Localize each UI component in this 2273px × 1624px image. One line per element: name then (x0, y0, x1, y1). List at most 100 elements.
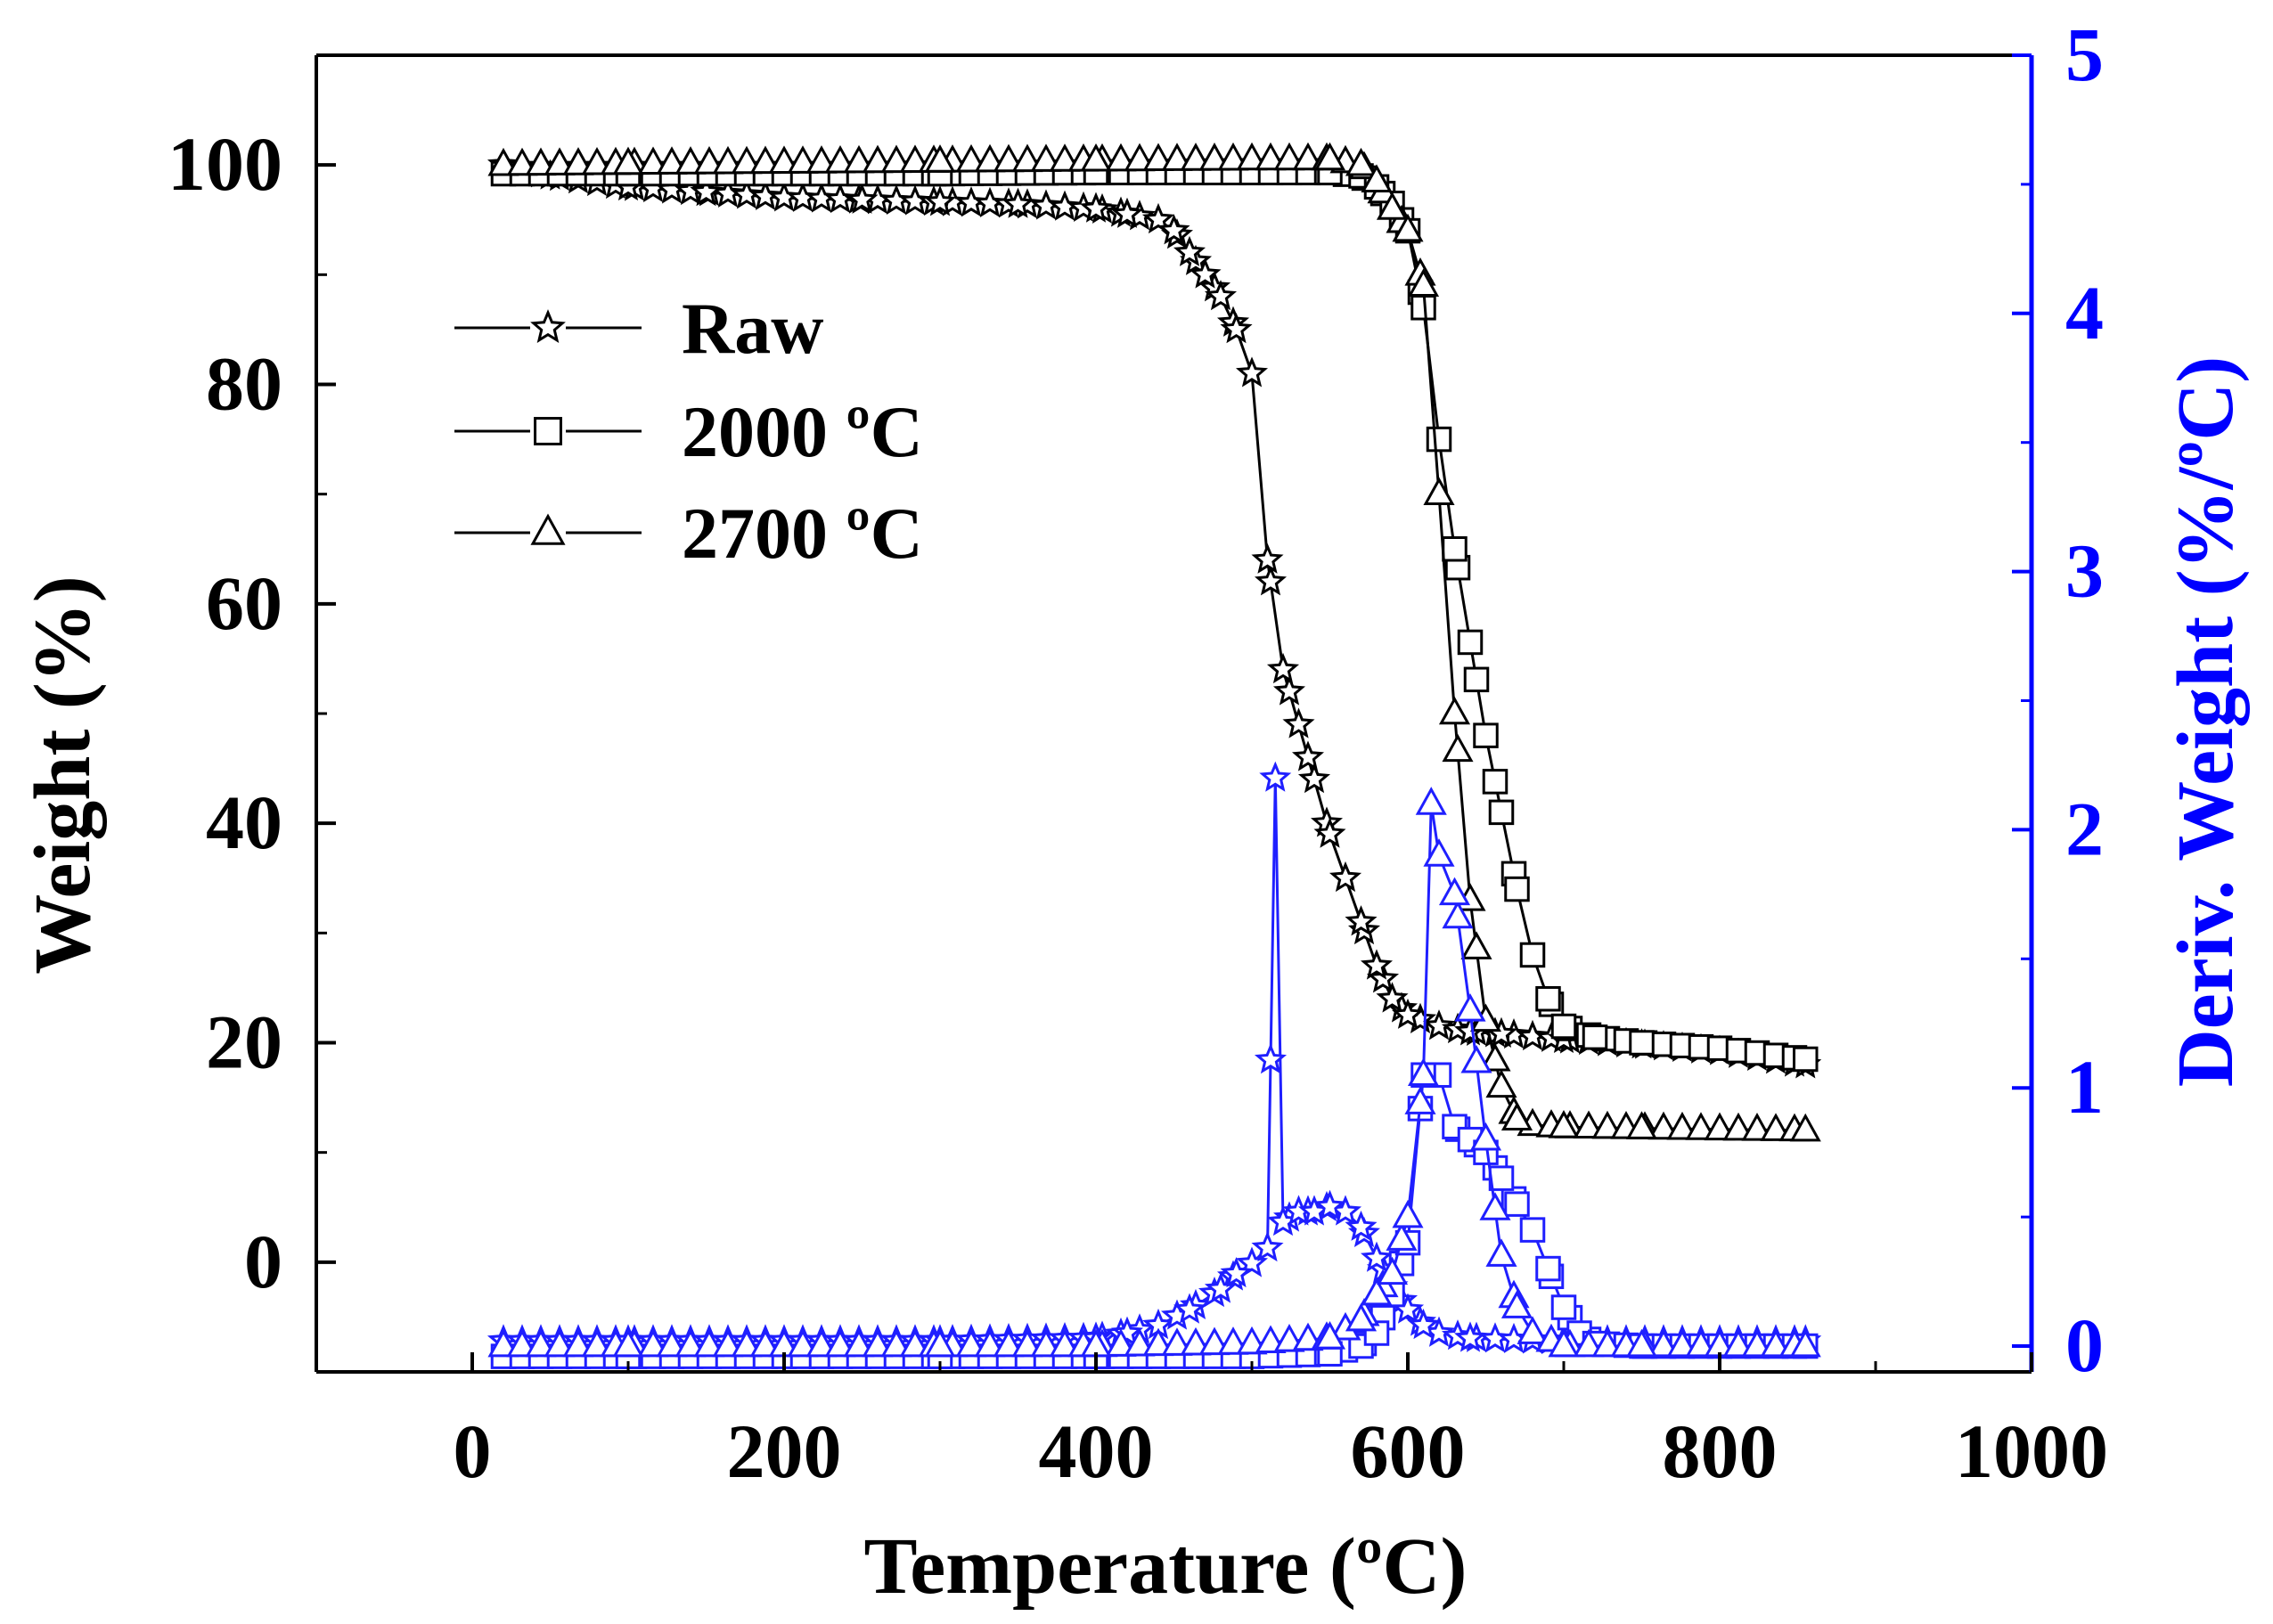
data-point-triangle (1591, 1328, 1623, 1358)
axes-layer (315, 53, 2034, 1374)
y2-tick-label: 5 (2065, 12, 2104, 97)
data-point-triangle (1500, 1290, 1533, 1318)
series-2700-c (487, 142, 1821, 1142)
y2-axis-title: Deriv. Weight (%/ºC) (2162, 356, 2250, 1087)
data-point-triangle (955, 1328, 987, 1358)
data-point-triangle (862, 1328, 894, 1358)
data-point-triangle (1517, 1316, 1549, 1344)
data-point-triangle (525, 147, 557, 176)
data-point-triangle (1442, 900, 1474, 929)
data-point-star (1313, 817, 1346, 848)
data-point-star (1282, 707, 1315, 739)
legend-item-star: Raw (454, 288, 823, 369)
legend-item-triangle: 2700 ºC (454, 493, 923, 574)
data-point-triangle (1292, 142, 1324, 171)
data-point-star (1422, 1009, 1456, 1041)
data-point-square (1793, 1046, 1819, 1073)
data-point-star (1345, 1210, 1378, 1241)
data-point-star (1110, 197, 1144, 228)
data-point-star (1079, 192, 1113, 223)
legend-label: Raw (682, 288, 823, 369)
data-point-triangle (656, 146, 688, 175)
data-point-triangle (1648, 1111, 1680, 1140)
data-point-triangle (1392, 1199, 1424, 1228)
data-point-triangle (1625, 1328, 1658, 1358)
data-point-star (1189, 257, 1222, 289)
data-point-triangle (824, 144, 856, 174)
data-point-triangle (1180, 143, 1212, 171)
data-point-triangle (1273, 142, 1305, 171)
data-point-triangle (1376, 192, 1409, 220)
data-point-triangle (1573, 1110, 1605, 1139)
data-point-triangle (1789, 1328, 1821, 1358)
data-point-star (1266, 652, 1300, 684)
data-point-triangle (525, 1328, 557, 1358)
data-point-triangle (1438, 877, 1471, 906)
data-point-triangle (1161, 143, 1193, 171)
data-point-triangle (1404, 1086, 1436, 1114)
y2-tick-label: 3 (2065, 528, 2104, 614)
y-axis-title: Weight (%) (19, 575, 107, 974)
data-point-triangle (612, 146, 644, 175)
y-tick-label: 0 (244, 1219, 282, 1304)
data-point-triangle (1479, 1042, 1511, 1072)
series-line (503, 778, 1806, 1342)
series-2000-c (490, 159, 1819, 1073)
data-point-triangle (1666, 1111, 1698, 1140)
data-point-triangle (1142, 1327, 1174, 1357)
series-raw-deriv (486, 761, 1822, 1355)
data-point-triangle (1105, 1328, 1137, 1357)
data-point-square (1473, 722, 1499, 748)
legend-label: 2700 ºC (682, 493, 923, 574)
data-point-star (1313, 1189, 1346, 1220)
series-line (503, 804, 1806, 1348)
legend-marker-triangle (530, 513, 566, 545)
data-point-triangle (880, 1328, 912, 1358)
data-point-triangle (768, 145, 800, 175)
data-point-triangle (1142, 143, 1174, 172)
data-point-triangle (1500, 1102, 1533, 1131)
data-point-square (1482, 769, 1509, 795)
data-point-triangle (544, 1328, 576, 1358)
x-tick-label: 600 (1351, 1408, 1466, 1494)
data-point-triangle (1217, 1326, 1249, 1355)
data-point-triangle (1124, 143, 1156, 172)
data-point-triangle (1760, 1328, 1792, 1358)
data-point-triangle (924, 144, 956, 173)
data-point-triangle (787, 145, 819, 174)
data-point-triangle (656, 1328, 688, 1358)
data-point-square (1463, 666, 1490, 693)
data-point-star (1360, 949, 1394, 980)
data-point-star (1291, 740, 1325, 771)
data-point-triangle (1392, 213, 1424, 242)
data-point-star (1297, 763, 1331, 794)
data-point-triangle (1469, 1122, 1502, 1151)
data-point-triangle (749, 145, 781, 175)
data-point-square (1426, 426, 1452, 453)
data-point-star (1407, 1308, 1440, 1340)
y-tick-label: 80 (206, 341, 282, 427)
data-point-star (1220, 312, 1253, 344)
data-point-star (1157, 214, 1190, 245)
data-point-square (1535, 985, 1561, 1012)
data-point-triangle (612, 1328, 644, 1358)
data-point-square (1488, 1165, 1515, 1191)
y2-tick-label: 1 (2065, 1044, 2104, 1130)
data-point-triangle (1313, 142, 1346, 171)
data-point-triangle (712, 145, 744, 175)
y-tick-label: 100 (168, 121, 282, 207)
data-point-triangle (1789, 1113, 1821, 1142)
data-point-triangle (693, 146, 725, 175)
data-point-triangle (805, 145, 838, 174)
data-point-star (1204, 280, 1238, 311)
x-axis-title: Temperature (ºC) (863, 1522, 1467, 1611)
data-point-triangle (637, 146, 669, 175)
data-point-triangle (562, 1328, 594, 1358)
data-point-triangle (974, 1328, 1006, 1358)
data-point-triangle (824, 1328, 856, 1358)
data-point-triangle (805, 1328, 838, 1358)
data-point-triangle (1625, 1111, 1658, 1139)
data-point-triangle (1030, 1328, 1062, 1358)
data-point-triangle (1460, 1044, 1492, 1073)
data-point-triangle (843, 1328, 875, 1358)
